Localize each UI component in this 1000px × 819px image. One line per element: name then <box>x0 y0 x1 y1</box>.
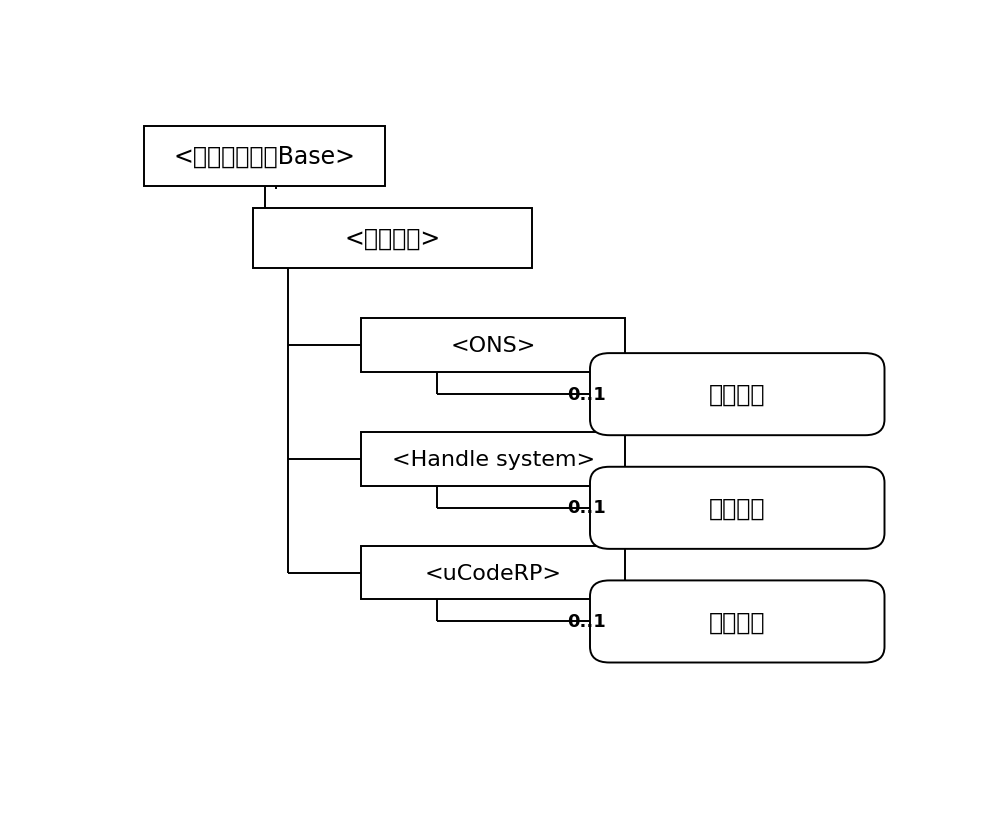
Text: 0..1: 0..1 <box>567 385 606 403</box>
FancyBboxPatch shape <box>361 546 625 600</box>
FancyBboxPatch shape <box>144 127 385 187</box>
FancyBboxPatch shape <box>253 209 532 269</box>
Text: 0..1: 0..1 <box>567 612 606 630</box>
Text: <Handle system>: <Handle system> <box>392 450 595 469</box>
Text: <互通实体>: <互通实体> <box>344 227 440 251</box>
Text: 0..1: 0..1 <box>567 499 606 517</box>
FancyBboxPatch shape <box>590 581 885 663</box>
Text: <uCodeRP>: <uCodeRP> <box>425 563 562 583</box>
FancyBboxPatch shape <box>361 319 625 373</box>
Text: 标识类型: 标识类型 <box>709 496 766 520</box>
Text: 标识类型: 标识类型 <box>709 609 766 634</box>
FancyBboxPatch shape <box>361 432 625 486</box>
Text: 标识类型: 标识类型 <box>709 382 766 407</box>
FancyBboxPatch shape <box>590 354 885 436</box>
Text: <公共业务实体Base>: <公共业务实体Base> <box>174 145 356 169</box>
FancyBboxPatch shape <box>590 467 885 550</box>
Text: <ONS>: <ONS> <box>450 336 536 355</box>
